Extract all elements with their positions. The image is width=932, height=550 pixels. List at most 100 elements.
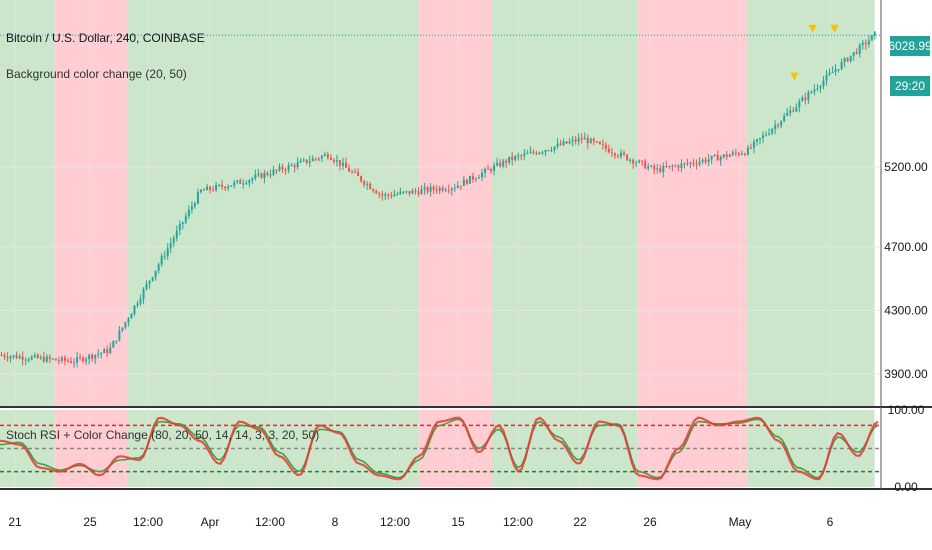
candle-body xyxy=(45,356,48,362)
candle-body xyxy=(577,138,580,142)
candle-body xyxy=(408,191,411,194)
candle-body xyxy=(650,165,653,167)
candle-body xyxy=(508,156,511,163)
candle-body xyxy=(36,354,39,359)
indicator-label[interactable]: Background color change (20, 50) xyxy=(6,67,187,81)
candle-body xyxy=(42,356,45,362)
candle-body xyxy=(743,153,746,155)
candle-body xyxy=(317,158,320,160)
candle-body xyxy=(91,354,94,359)
candle-body xyxy=(384,194,387,196)
price-axis: 5200.00 4700.00 4300.00 3900.00 xyxy=(884,160,928,381)
candle-body xyxy=(813,89,816,92)
stoch-k-line xyxy=(0,416,879,481)
candle-body xyxy=(740,153,743,155)
candle-body xyxy=(710,155,713,160)
candle-body xyxy=(181,222,184,224)
candle-body xyxy=(151,277,154,281)
candle-body xyxy=(755,139,758,142)
candle-body xyxy=(184,216,187,223)
stoch-indicator-label[interactable]: Stoch RSI + Color Change (80, 20, 50, 14… xyxy=(6,428,320,442)
candle-body xyxy=(774,125,777,129)
candle-body xyxy=(372,189,375,191)
candle-body xyxy=(825,74,828,81)
candle-body xyxy=(502,160,505,167)
candle-body xyxy=(873,32,876,36)
candle-body xyxy=(728,154,731,157)
osc-regime-band-4 xyxy=(491,410,638,487)
chart-title: Bitcoin / U.S. Dollar, 240, COINBASE xyxy=(6,31,205,45)
candle-body xyxy=(387,194,390,196)
candle-body xyxy=(254,174,257,179)
candle-body xyxy=(357,172,360,177)
candle-body xyxy=(390,195,393,197)
candle-body xyxy=(230,185,233,187)
candle-body xyxy=(511,156,514,160)
candle-body xyxy=(674,165,677,167)
candle-body xyxy=(233,182,236,186)
candle-body xyxy=(468,175,471,184)
candle-body xyxy=(381,193,384,196)
candle-body xyxy=(411,190,414,194)
candle-body xyxy=(689,162,692,164)
candle-body xyxy=(299,160,302,163)
candle-body xyxy=(535,152,538,154)
candle-body xyxy=(746,147,749,155)
candle-body xyxy=(6,357,9,359)
candle-body xyxy=(287,165,290,171)
candle-body xyxy=(589,138,592,144)
candle-body xyxy=(311,158,314,162)
candle-body xyxy=(85,359,88,362)
candle-body xyxy=(462,179,465,186)
candle-body xyxy=(263,173,266,179)
candle-body xyxy=(157,264,160,271)
candle-body xyxy=(550,150,553,152)
candle-body xyxy=(3,355,6,358)
candle-body xyxy=(864,42,867,45)
candle-body xyxy=(629,159,632,161)
candle-body xyxy=(538,152,541,154)
candle-body xyxy=(553,146,556,151)
candle-body xyxy=(33,354,36,357)
candle-body xyxy=(326,154,329,158)
candle-body xyxy=(169,243,172,249)
candle-body xyxy=(493,165,496,172)
candle-body xyxy=(206,186,209,191)
candle-body xyxy=(94,354,97,359)
candle-body xyxy=(668,165,671,168)
candle-body xyxy=(127,318,130,323)
candle-body xyxy=(526,153,529,155)
candle-body xyxy=(644,161,647,169)
candle-body xyxy=(867,40,870,45)
candle-body xyxy=(686,163,689,165)
candle-body xyxy=(166,248,169,256)
candle-body xyxy=(520,155,523,157)
candle-body xyxy=(245,183,248,185)
candle-body xyxy=(822,80,825,87)
signal-markers xyxy=(790,24,839,81)
candle-body xyxy=(713,155,716,157)
candle-body xyxy=(112,341,115,348)
candle-body xyxy=(106,349,109,354)
candle-body xyxy=(202,189,205,191)
candle-body xyxy=(115,340,118,342)
candle-body xyxy=(248,180,251,184)
candle-body xyxy=(405,191,408,193)
candle-body xyxy=(623,152,626,155)
candle-body xyxy=(139,298,142,304)
candle-body xyxy=(514,156,517,160)
last-price-tag: 6028.99 xyxy=(888,36,932,56)
candle-body xyxy=(556,143,559,147)
candle-body xyxy=(414,190,417,192)
candle-body xyxy=(429,186,432,192)
candle-body xyxy=(396,193,399,195)
candle-body xyxy=(272,169,275,175)
time-tick-label: 8 xyxy=(332,515,339,529)
candle-body xyxy=(9,356,12,359)
candle-body xyxy=(819,86,822,89)
candle-body xyxy=(154,270,157,278)
candle-body xyxy=(15,355,18,359)
candle-body xyxy=(323,154,326,156)
candle-body xyxy=(683,163,686,165)
candle-body xyxy=(484,168,487,173)
